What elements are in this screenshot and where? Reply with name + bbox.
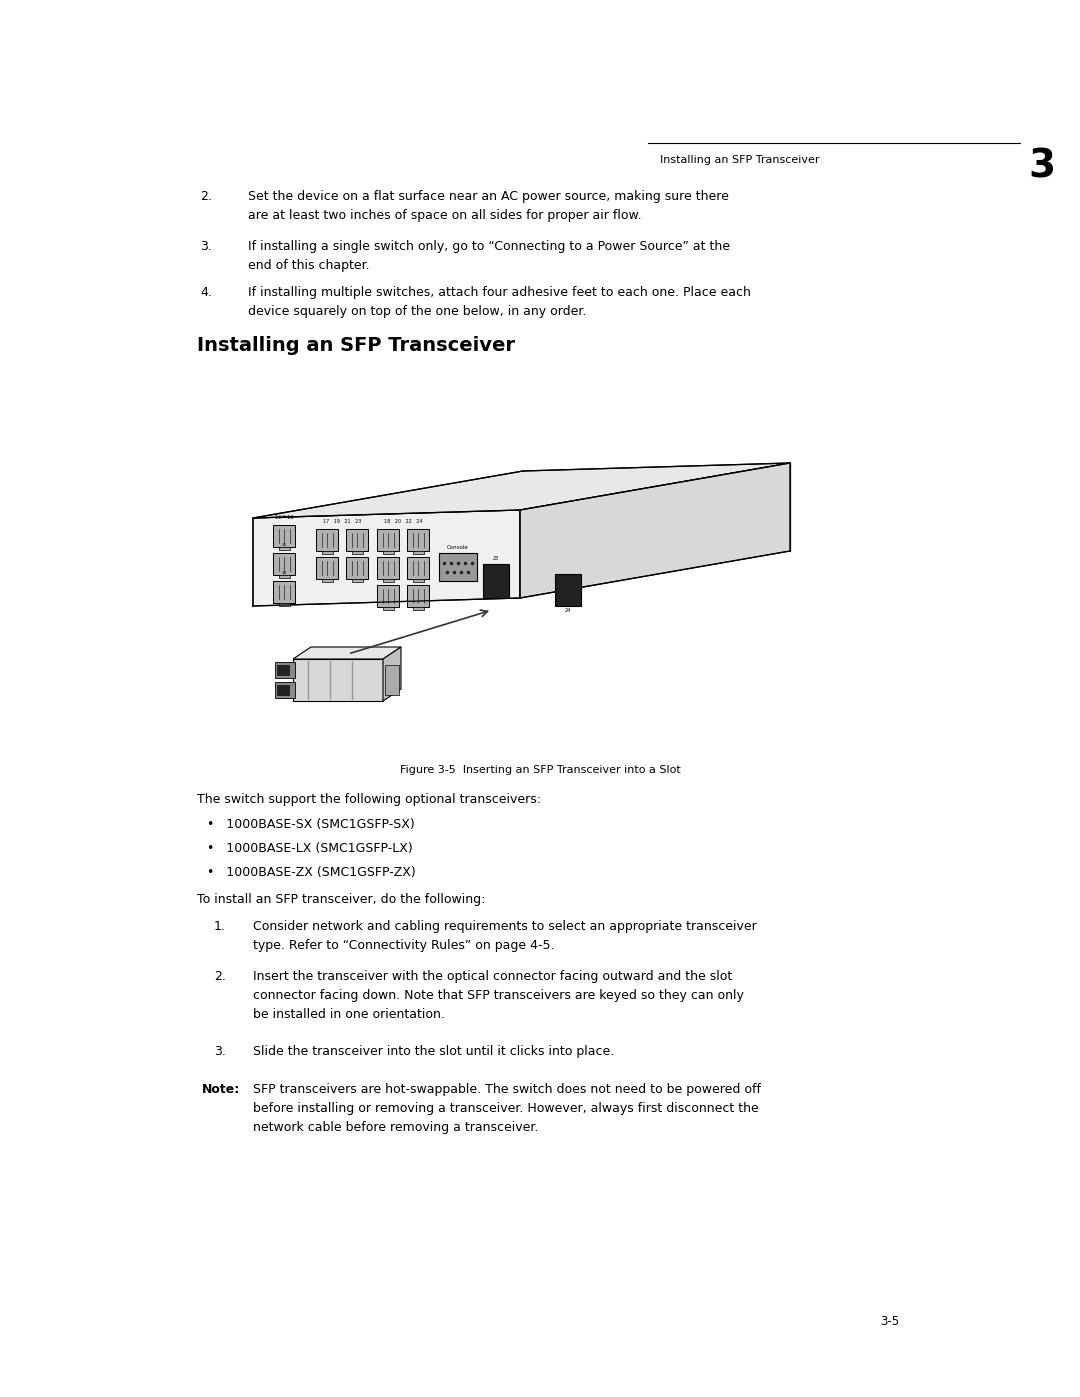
Bar (316, 557, 338, 578)
Text: SFP transceivers are hot-swappable. The switch does not need to be powered off
b: SFP transceivers are hot-swappable. The … (253, 1083, 761, 1134)
Bar (382, 578, 393, 583)
Bar (555, 574, 581, 606)
Bar (438, 553, 477, 581)
Text: Insert the transceiver with the optical connector facing outward and the slot
co: Insert the transceiver with the optical … (253, 970, 744, 1021)
Bar (322, 578, 333, 583)
Text: Slide the transceiver into the slot until it clicks into place.: Slide the transceiver into the slot unti… (253, 1045, 615, 1058)
Text: 1.: 1. (214, 921, 226, 933)
Text: 13    15: 13 15 (274, 515, 294, 520)
Text: 16: 16 (282, 543, 286, 548)
Polygon shape (293, 659, 383, 701)
Bar (351, 550, 363, 555)
Text: 2.: 2. (200, 190, 212, 203)
Bar (316, 529, 338, 550)
Bar (407, 557, 429, 578)
Polygon shape (293, 647, 401, 659)
Text: 3-5: 3-5 (880, 1315, 900, 1329)
Text: If installing multiple switches, attach four adhesive feet to each one. Place ea: If installing multiple switches, attach … (248, 286, 751, 319)
Bar (322, 550, 333, 555)
Text: Note:: Note: (202, 1083, 240, 1097)
Text: Figure 3-5  Inserting an SFP Transceiver into a Slot: Figure 3-5 Inserting an SFP Transceiver … (400, 766, 680, 775)
Text: 14: 14 (282, 515, 286, 520)
Text: Console: Console (447, 545, 469, 550)
Text: To install an SFP transceiver, do the following:: To install an SFP transceiver, do the fo… (197, 893, 485, 907)
Text: 3.: 3. (200, 240, 212, 253)
Bar (413, 578, 423, 583)
Polygon shape (383, 647, 401, 701)
Bar (384, 665, 399, 694)
Polygon shape (519, 462, 789, 598)
Text: 2.: 2. (214, 970, 226, 983)
Bar (279, 576, 289, 578)
Text: 18: 18 (282, 571, 286, 576)
Bar (346, 557, 368, 578)
Bar (279, 548, 289, 550)
Bar (407, 529, 429, 550)
Text: 18   20   22   24: 18 20 22 24 (383, 520, 422, 524)
Text: 3: 3 (1028, 148, 1055, 186)
Text: •   1000BASE-ZX (SMC1GSFP-ZX): • 1000BASE-ZX (SMC1GSFP-ZX) (207, 866, 416, 879)
Bar (377, 557, 399, 578)
Bar (276, 665, 289, 675)
Text: 23: 23 (492, 556, 499, 562)
Text: Installing an SFP Transceiver: Installing an SFP Transceiver (197, 337, 515, 355)
Bar (483, 564, 509, 598)
Text: 3.: 3. (214, 1045, 226, 1058)
Text: Set the device on a flat surface near an AC power source, making sure there
are : Set the device on a flat surface near an… (248, 190, 729, 222)
Text: Installing an SFP Transceiver: Installing an SFP Transceiver (660, 155, 820, 165)
Bar (382, 608, 393, 610)
Bar (346, 529, 368, 550)
Bar (351, 578, 363, 583)
Bar (279, 604, 289, 606)
Bar (377, 585, 399, 608)
Bar (407, 585, 429, 608)
Bar (275, 662, 295, 678)
Polygon shape (253, 462, 789, 518)
Bar (377, 529, 399, 550)
Bar (413, 608, 423, 610)
Bar (273, 553, 295, 576)
Text: •   1000BASE-LX (SMC1GSFP-LX): • 1000BASE-LX (SMC1GSFP-LX) (207, 842, 413, 855)
Bar (413, 550, 423, 555)
Text: The switch support the following optional transceivers:: The switch support the following optiona… (197, 793, 541, 806)
Polygon shape (253, 510, 519, 606)
Text: If installing a single switch only, go to “Connecting to a Power Source” at the
: If installing a single switch only, go t… (248, 240, 730, 272)
Text: 17   19   21   23: 17 19 21 23 (323, 520, 361, 524)
Bar (275, 682, 295, 698)
Text: 4.: 4. (200, 286, 212, 299)
Text: •   1000BASE-SX (SMC1GSFP-SX): • 1000BASE-SX (SMC1GSFP-SX) (207, 819, 415, 831)
Bar (273, 525, 295, 548)
Bar (276, 685, 289, 694)
Text: 24: 24 (565, 608, 571, 613)
Text: Consider network and cabling requirements to select an appropriate transceiver
t: Consider network and cabling requirement… (253, 921, 757, 951)
Bar (382, 550, 393, 555)
Bar (273, 581, 295, 604)
